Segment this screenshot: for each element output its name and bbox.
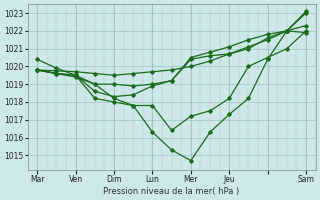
X-axis label: Pression niveau de la mer( hPa ): Pression niveau de la mer( hPa ) — [103, 187, 240, 196]
